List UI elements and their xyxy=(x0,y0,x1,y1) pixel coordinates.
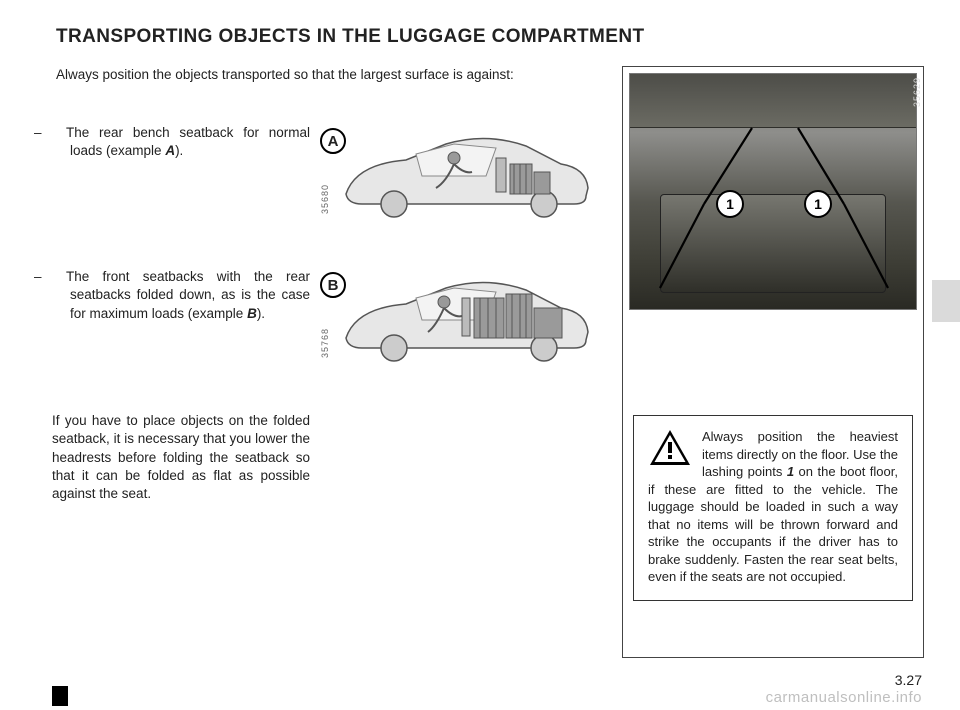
manual-page: TRANSPORTING OBJECTS IN THE LUGGAGE COMP… xyxy=(0,0,960,710)
bullet-a-text: The rear bench seatback for normal loads… xyxy=(66,125,310,158)
bullet-a: –The rear bench seatback for normal load… xyxy=(52,124,318,160)
figure-b-code: 35768 xyxy=(320,328,330,358)
bullet-b-tail: ). xyxy=(257,306,265,321)
content-columns: Always position the objects transported … xyxy=(52,66,924,658)
figure-a-code: 35680 xyxy=(320,184,330,214)
bullet-b-text: The front seatbacks with the rear seatba… xyxy=(66,269,310,320)
intro-text: Always position the objects transported … xyxy=(52,66,604,84)
page-number: 3.27 xyxy=(895,672,922,688)
page-title: TRANSPORTING OBJECTS IN THE LUGGAGE COMP… xyxy=(56,26,924,48)
warning-triangle-icon xyxy=(648,428,692,468)
car-diagram-a-icon xyxy=(336,124,596,224)
figure-b: B 35768 xyxy=(318,268,596,368)
warning-box: Always position the heavi­est items dire… xyxy=(633,415,913,601)
car-diagram-b-icon xyxy=(336,268,596,368)
lash-label-left: 1 xyxy=(726,196,734,212)
warning-ref: 1 xyxy=(787,464,794,479)
bullet-b: –The front seatbacks with the rear seatb… xyxy=(52,268,318,323)
lashing-points-overlay-icon: 1 1 xyxy=(630,74,918,311)
lash-label-right: 1 xyxy=(814,196,822,212)
boot-floor-photo: 35629 1 1 xyxy=(629,73,917,310)
side-tab xyxy=(932,280,960,322)
figure-a: A 35680 xyxy=(318,124,596,224)
dash-icon: – xyxy=(52,124,66,142)
example-a-row: –The rear bench seatback for normal load… xyxy=(52,124,604,224)
folded-seat-paragraph: If you have to place objects on the fold… xyxy=(52,412,318,503)
warning-tail: on the boot floor, if these are fitted t… xyxy=(648,464,898,584)
dash-icon: – xyxy=(52,268,66,286)
bullet-a-ref: A xyxy=(165,143,175,158)
example-b-row: –The front seatbacks with the rear seatb… xyxy=(52,268,604,368)
bullet-a-tail: ). xyxy=(175,143,183,158)
right-column: 35629 1 1 xyxy=(622,66,924,658)
watermark: carmanualsonline.info xyxy=(766,689,922,706)
bullet-b-ref: B xyxy=(247,306,257,321)
left-column: Always position the objects transported … xyxy=(52,66,604,658)
edge-mark-icon xyxy=(52,686,68,706)
